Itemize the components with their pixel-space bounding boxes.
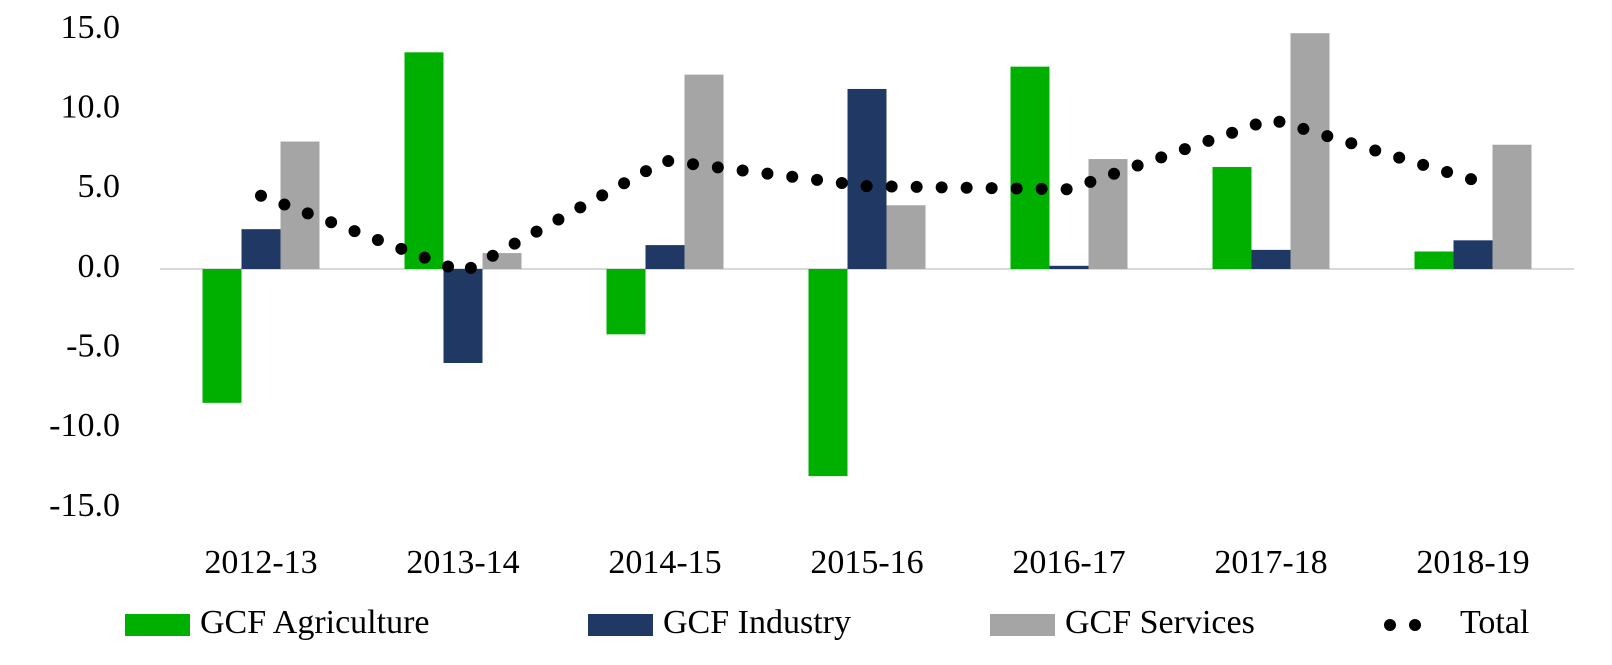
- x-tick-label: 2015-16: [810, 544, 923, 581]
- y-tick-label: -15.0: [49, 487, 120, 524]
- x-tick-label: 2012-13: [204, 544, 317, 581]
- y-tick-label: 5.0: [78, 168, 121, 205]
- bar: [1414, 251, 1454, 269]
- legend-label: GCF Industry: [663, 604, 851, 641]
- legend-label: GCF Agriculture: [200, 604, 429, 641]
- bar: [1212, 167, 1252, 269]
- legend-label: Total: [1460, 604, 1529, 641]
- y-tick-label: 0.0: [78, 248, 121, 285]
- x-tick-label: 2018-19: [1416, 544, 1529, 581]
- y-tick-label: -5.0: [66, 327, 120, 364]
- x-tick-label: 2013-14: [406, 544, 519, 581]
- bar: [606, 269, 646, 335]
- y-tick-label: 15.0: [61, 9, 121, 46]
- line: [255, 112, 1479, 279]
- legend-label: GCF Services: [1065, 604, 1255, 641]
- bar: [645, 245, 685, 269]
- y-tick-label: 10.0: [61, 88, 121, 125]
- bar: [1088, 159, 1128, 269]
- y-tick-label: -10.0: [49, 407, 120, 444]
- x-tick-label: 2014-15: [608, 544, 721, 581]
- bar: [1010, 66, 1050, 269]
- legend-swatch: [125, 614, 190, 636]
- bar: [1251, 249, 1291, 269]
- legend-swatch: [990, 614, 1055, 636]
- bar: [1049, 265, 1089, 269]
- bar: [1290, 33, 1330, 269]
- bar: [443, 269, 483, 364]
- bar: [404, 52, 444, 269]
- bar: [241, 229, 281, 269]
- legend-swatch: [588, 614, 653, 636]
- bar: [808, 269, 848, 477]
- bar: [847, 88, 887, 269]
- x-tick-label: 2016-17: [1012, 544, 1125, 581]
- x-tick-label: 2017-18: [1214, 544, 1327, 581]
- bar: [1492, 144, 1532, 269]
- bar: [886, 205, 926, 269]
- bar: [1453, 240, 1493, 269]
- bar: [202, 269, 242, 403]
